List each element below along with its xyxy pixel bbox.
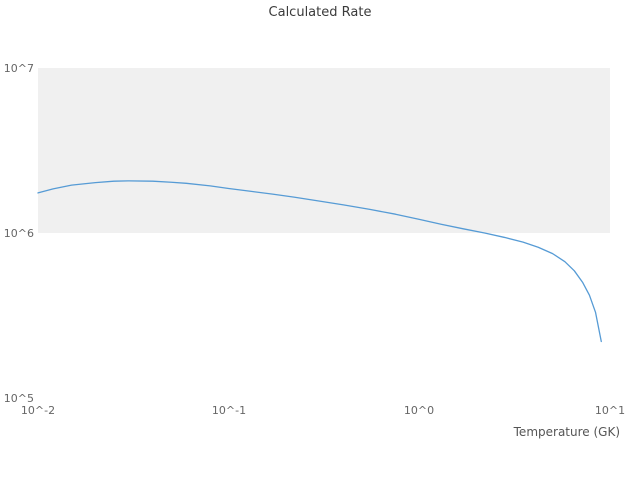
y-tick-1e5: 10^5: [4, 392, 34, 405]
x-axis-title: Temperature (GK): [513, 425, 620, 439]
x-tick-1e1: 10^1: [595, 404, 625, 417]
x-tick-1e0: 10^0: [404, 404, 434, 417]
chart-title: Calculated Rate: [269, 5, 372, 20]
x-tick-1e-1: 10^-1: [212, 404, 246, 417]
x-tick-1e-2: 10^-2: [21, 404, 55, 417]
y-tick-1e7: 10^7: [4, 62, 34, 75]
y-tick-1e6: 10^6: [4, 227, 34, 240]
rate-line: [37, 180, 602, 343]
log-band: [38, 68, 610, 233]
